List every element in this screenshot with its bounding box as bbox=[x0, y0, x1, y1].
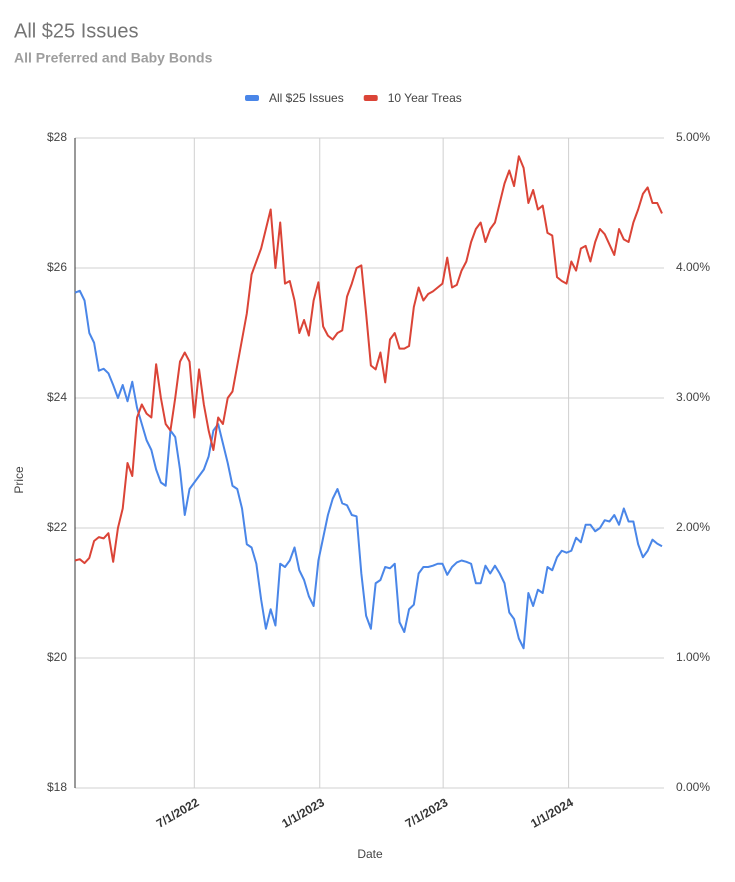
legend-swatch bbox=[245, 95, 259, 101]
chart-title: All $25 Issues bbox=[14, 20, 139, 42]
legend-swatch bbox=[363, 95, 378, 101]
y-tick-label: $22 bbox=[47, 520, 67, 534]
y-tick-label: $20 bbox=[47, 650, 67, 664]
series-line bbox=[74, 155, 663, 565]
y2-tick-label: 0.00% bbox=[676, 780, 710, 794]
y2-tick-label: 4.00% bbox=[676, 260, 710, 274]
x-axis-label: Date bbox=[357, 847, 383, 861]
y-axis-label: Price bbox=[12, 466, 26, 494]
y-tick-label: $26 bbox=[47, 260, 67, 274]
legend-label: 10 Year Treas bbox=[388, 91, 462, 105]
y2-tick-label: 2.00% bbox=[676, 520, 710, 534]
legend-label: All $25 Issues bbox=[269, 91, 344, 105]
y-tick-label: $28 bbox=[47, 130, 67, 144]
series-line bbox=[74, 289, 663, 650]
y2-tick-label: 1.00% bbox=[676, 650, 710, 664]
chart-subtitle: All Preferred and Baby Bonds bbox=[14, 50, 213, 66]
y-tick-label: $24 bbox=[47, 390, 67, 404]
y-tick-label: $18 bbox=[47, 780, 67, 794]
y2-tick-label: 5.00% bbox=[676, 130, 710, 144]
y2-tick-label: 3.00% bbox=[676, 390, 710, 404]
